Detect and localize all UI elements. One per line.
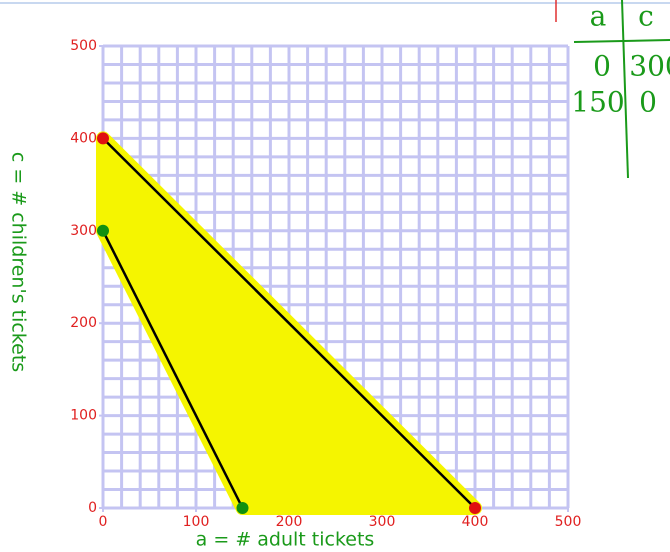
x-tick-label: 500: [555, 514, 582, 530]
intercept-point: [97, 132, 109, 144]
table-cell: 0: [593, 50, 611, 83]
table-header: a: [590, 0, 607, 33]
table-cell: 0: [639, 86, 657, 119]
y-tick-label: 0: [88, 500, 97, 516]
intercept-point: [237, 502, 249, 514]
table-header: c: [638, 0, 654, 33]
hand-table: a c 0 300 150 0: [571, 0, 670, 178]
table-cell: 150: [571, 86, 624, 119]
y-axis-label: c = # children's tickets: [8, 152, 30, 372]
table-divider: [574, 40, 670, 42]
x-tick-label: 0: [99, 514, 108, 530]
x-tick-label: 400: [462, 514, 489, 530]
table-cell: 300: [629, 50, 670, 83]
y-tick-label: 400: [70, 130, 97, 146]
y-tick-label: 500: [70, 38, 97, 54]
y-tick-label: 300: [70, 223, 97, 239]
intercept-point: [469, 502, 481, 514]
y-tick-label: 200: [70, 315, 97, 331]
page: 01002003004005000100200300400500 a = # a…: [0, 0, 670, 552]
intercept-point: [97, 225, 109, 237]
y-tick-label: 100: [70, 408, 97, 424]
x-axis-label: a = # adult tickets: [196, 529, 375, 551]
